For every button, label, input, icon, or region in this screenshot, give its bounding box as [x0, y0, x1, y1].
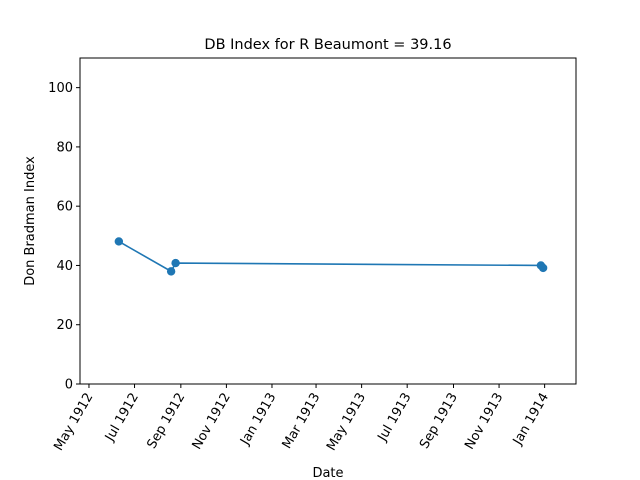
y-tick-label: 20 [56, 318, 73, 333]
y-axis-label: Don Bradman Index [23, 156, 38, 286]
y-tick-label: 80 [56, 140, 73, 155]
y-tick-label: 0 [65, 378, 73, 393]
y-axis: 0 20 40 60 80 100 [48, 81, 80, 393]
y-tick-label: 40 [56, 259, 73, 274]
chart-title: DB Index for R Beaumont = 39.16 [204, 37, 451, 53]
y-tick-label: 60 [56, 200, 73, 215]
plot-area [114, 237, 548, 276]
data-point [538, 263, 548, 273]
data-point [166, 267, 176, 276]
y-tick-label: 100 [48, 81, 73, 96]
data-point [171, 258, 180, 268]
plot-frame [79, 57, 577, 385]
data-point [114, 237, 124, 246]
x-axis-label: Date [312, 466, 343, 480]
